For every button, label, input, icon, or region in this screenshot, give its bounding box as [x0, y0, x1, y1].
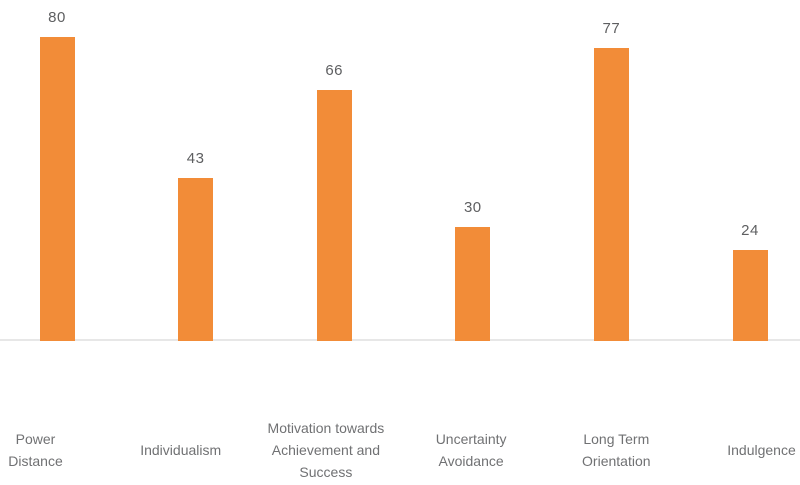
category-label: Long Term Orientation — [582, 431, 651, 469]
bar-value-label: 24 — [741, 222, 759, 239]
bar-value-label: 30 — [463, 199, 482, 216]
bar-value-label: 66 — [325, 62, 344, 79]
bar — [593, 48, 629, 341]
bar-value-label: 77 — [602, 20, 621, 37]
x-axis-line — [0, 339, 800, 341]
bar — [455, 227, 491, 341]
bar — [39, 37, 75, 341]
category-label: Motivation towards Achievement and Succe… — [267, 420, 385, 480]
category-label: Individualism — [140, 442, 222, 458]
bar — [732, 250, 768, 341]
category-label: Indulgence — [727, 442, 796, 458]
bar-value-label: 80 — [48, 9, 66, 26]
bar-value-label: 43 — [186, 150, 205, 167]
category-label: Uncertainty Avoidance — [435, 431, 507, 469]
category-label: Power Distance — [8, 431, 63, 469]
bar — [316, 90, 352, 341]
bar — [178, 178, 214, 341]
